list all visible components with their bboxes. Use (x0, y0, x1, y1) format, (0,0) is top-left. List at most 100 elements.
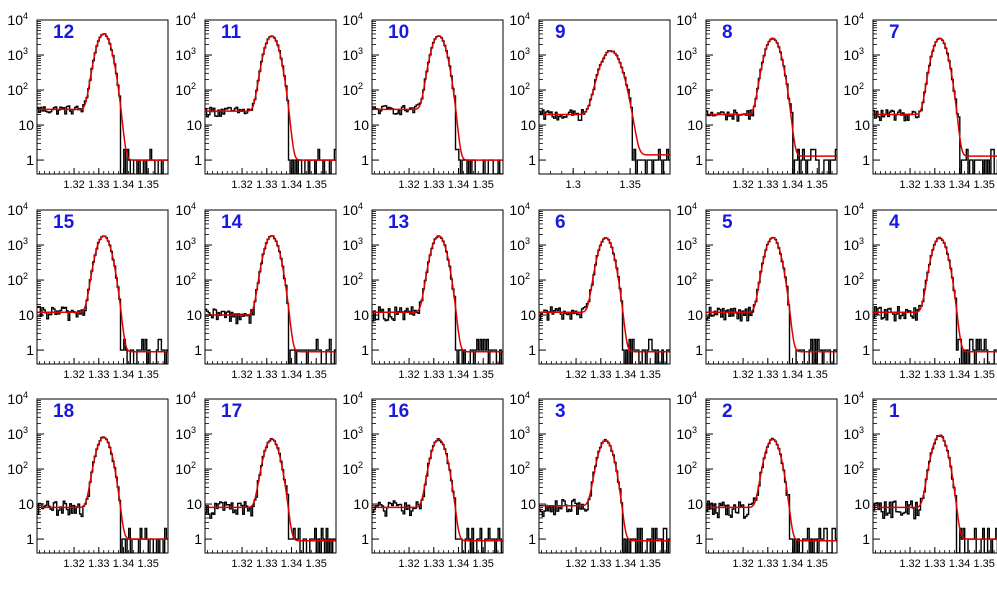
y-tick-label: 10 (186, 307, 202, 323)
plot-area (873, 434, 997, 553)
x-tick-label: 1.34 (949, 558, 970, 570)
x-tick-label: 1.33 (256, 369, 277, 381)
x-tick-label: 1.32 (732, 369, 753, 381)
y-tick-label: 103 (509, 425, 530, 442)
plot-frame (36, 19, 169, 175)
x-tick-label: 1.32 (398, 369, 419, 381)
data-histogram-line (706, 437, 837, 553)
x-tick-label: 1.33 (757, 179, 778, 191)
plot-area (205, 235, 336, 364)
x-tick-label: 1.34 (782, 369, 803, 381)
y-tick-label: 10 (353, 307, 369, 323)
x-tick-label: 1.34 (281, 558, 302, 570)
y-tick-label: 1 (862, 342, 870, 358)
plot-area (37, 436, 168, 553)
histogram-panel-17: 1 10 102 103 104 1.32 1.33 1.34 1.35 17 (175, 390, 337, 570)
fit-curve (37, 235, 168, 353)
x-tick-label: 1.34 (281, 179, 302, 191)
x-tick-label: 1.32 (231, 369, 252, 381)
y-tick-label: 103 (342, 425, 363, 442)
x-tick-label: 1.35 (473, 558, 494, 570)
y-tick-label: 104 (676, 201, 697, 218)
y-tick-label: 103 (7, 425, 28, 442)
x-tick-label: 1.32 (63, 179, 84, 191)
histogram-panel-13: 1 10 102 103 104 1.32 1.33 1.34 1.35 13 (342, 201, 504, 381)
x-tick-label: 1.35 (974, 558, 995, 570)
histogram-panel-11: 1 10 102 103 104 1.32 1.33 1.34 1.35 11 (175, 11, 337, 191)
data-histogram-line (706, 37, 837, 174)
panel-number-label: 2 (722, 401, 733, 422)
y-tick-label: 1 (194, 152, 202, 168)
x-tick-label: 1.33 (423, 179, 444, 191)
x-tick-label: 1.34 (113, 179, 134, 191)
plot-area (539, 438, 670, 553)
x-tick-label: 1.34 (448, 558, 469, 570)
y-tick-label: 103 (342, 46, 363, 63)
y-tick-label: 103 (175, 236, 196, 253)
x-tick-label: 1.33 (590, 558, 611, 570)
x-tick-label: 1.33 (924, 369, 945, 381)
x-tick-label: 1.34 (782, 558, 803, 570)
x-tick-label: 1.33 (88, 558, 109, 570)
plot-frame (538, 398, 671, 554)
panel-number-label: 16 (388, 401, 409, 422)
y-tick-label: 104 (843, 390, 864, 407)
x-tick-label: 1.35 (619, 179, 640, 191)
y-tick-label: 102 (342, 81, 363, 98)
fit-curve (706, 237, 837, 353)
y-tick-label: 102 (7, 271, 28, 288)
y-tick-label: 10 (353, 496, 369, 512)
y-tick-label: 104 (7, 11, 28, 28)
data-histogram-line (372, 438, 503, 553)
data-histogram-line (539, 237, 670, 364)
panel-number-label: 13 (388, 212, 409, 233)
fit-curve (539, 237, 670, 353)
plot-frame (705, 398, 838, 554)
fit-curve (706, 438, 837, 542)
x-tick-label: 1.35 (306, 558, 327, 570)
y-tick-label: 104 (676, 390, 697, 407)
x-tick-label: 1.35 (807, 179, 828, 191)
y-tick-label: 1 (862, 152, 870, 168)
histogram-panel-3: 1 10 102 103 104 1.32 1.33 1.34 1.35 3 (509, 390, 671, 570)
y-tick-label: 103 (7, 46, 28, 63)
histogram-panel-9: 1 10 102 103 104 1.3 1.35 9 (509, 11, 671, 191)
panel-number-label: 5 (722, 212, 733, 233)
plot-area (205, 438, 336, 553)
data-histogram-line (873, 434, 997, 553)
fit-curve (539, 439, 670, 542)
y-tick-label: 10 (854, 307, 870, 323)
y-tick-label: 1 (361, 531, 369, 547)
y-tick-label: 102 (676, 271, 697, 288)
y-tick-label: 104 (676, 11, 697, 28)
plot-area (706, 437, 837, 553)
y-tick-label: 104 (509, 11, 530, 28)
plot-frame (204, 19, 337, 175)
y-tick-label: 104 (843, 201, 864, 218)
x-tick-label: 1.35 (138, 369, 159, 381)
x-tick-label: 1.33 (88, 179, 109, 191)
plot-frame (371, 209, 504, 365)
y-tick-label: 102 (509, 81, 530, 98)
x-tick-label: 1.32 (732, 179, 753, 191)
data-histogram-line (37, 235, 168, 364)
y-tick-label: 103 (843, 46, 864, 63)
plot-frame (872, 209, 997, 365)
plot-frame (204, 398, 337, 554)
fit-curve (873, 37, 997, 157)
x-tick-label: 1.35 (974, 369, 995, 381)
y-tick-label: 102 (676, 81, 697, 98)
y-tick-label: 1 (26, 342, 34, 358)
data-histogram-line (539, 438, 670, 553)
x-tick-label: 1.34 (615, 369, 636, 381)
y-tick-label: 103 (175, 46, 196, 63)
x-tick-label: 1.32 (899, 558, 920, 570)
x-tick-label: 1.34 (782, 179, 803, 191)
y-tick-label: 1 (361, 152, 369, 168)
plot-area (539, 237, 670, 364)
x-tick-label: 1.35 (807, 558, 828, 570)
panel-number-label: 9 (555, 22, 566, 43)
histogram-panel-2: 1 10 102 103 104 1.32 1.33 1.34 1.35 2 (676, 390, 838, 570)
histogram-panel-7: 1 10 102 103 104 1.32 1.33 1.34 1.35 7 (843, 11, 997, 191)
x-tick-label: 1.35 (306, 369, 327, 381)
